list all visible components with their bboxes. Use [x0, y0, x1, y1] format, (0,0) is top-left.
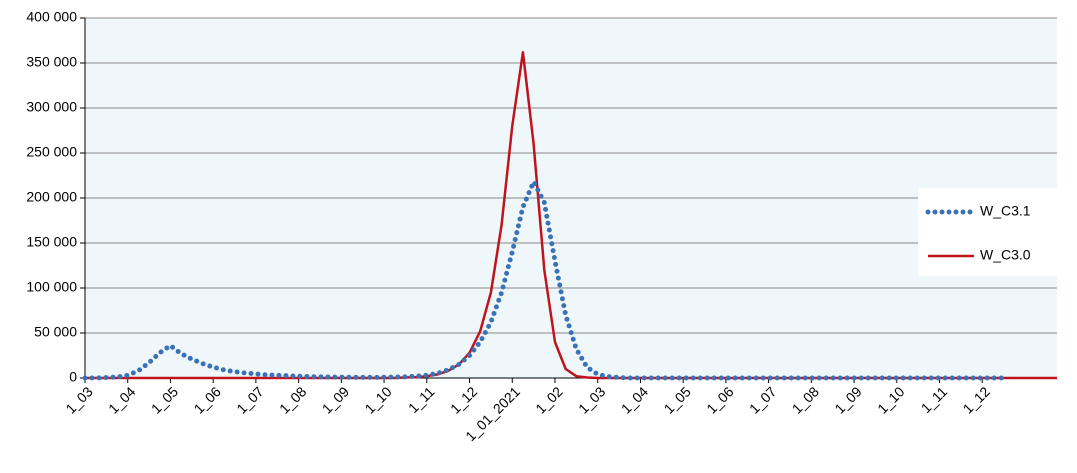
x-tick-label: 1_03	[575, 383, 608, 416]
series-line	[82, 179, 1007, 381]
x-tick-label: 1_08	[276, 383, 309, 416]
x-tick-label: 1_02	[532, 383, 565, 416]
x-tick-label: 1_07	[746, 383, 779, 416]
x-tick-label: 1_11	[405, 383, 438, 416]
x-tick-label: 1_06	[703, 383, 736, 416]
y-tick-label: 350 000	[26, 54, 77, 70]
y-tick-label: 300 000	[26, 99, 77, 115]
x-tick-label: 1_05	[661, 383, 694, 416]
x-tick-label: 1_04	[618, 383, 651, 416]
legend-label: W_C3.0	[980, 247, 1031, 263]
x-tick-label: 1_12	[447, 383, 480, 416]
x-tick-label: 1_12	[960, 383, 993, 416]
y-tick-label: 250 000	[26, 144, 77, 160]
x-tick-label: 1_10	[874, 383, 907, 416]
x-tick-label: 1_11	[918, 383, 951, 416]
y-tick-label: 50 000	[34, 324, 77, 340]
x-tick-label: 1_09	[319, 383, 352, 416]
x-tick-label: 1_04	[105, 383, 138, 416]
legend-box	[918, 188, 1057, 276]
x-tick-label: 1_03	[62, 383, 95, 416]
y-tick-label: 200 000	[26, 189, 77, 205]
x-tick-label: 1_10	[361, 383, 394, 416]
y-tick-label: 0	[69, 369, 77, 385]
y-tick-label: 100 000	[26, 279, 77, 295]
y-tick-label: 150 000	[26, 234, 77, 250]
x-tick-label: 1_07	[233, 383, 266, 416]
y-tick-label: 400 000	[26, 9, 77, 25]
x-tick-label: 1_05	[148, 383, 181, 416]
x-tick-label: 1_08	[789, 383, 822, 416]
legend-label: W_C3.1	[980, 203, 1031, 219]
x-tick-label: 1_09	[831, 383, 864, 416]
x-tick-label: 1_06	[191, 383, 224, 416]
